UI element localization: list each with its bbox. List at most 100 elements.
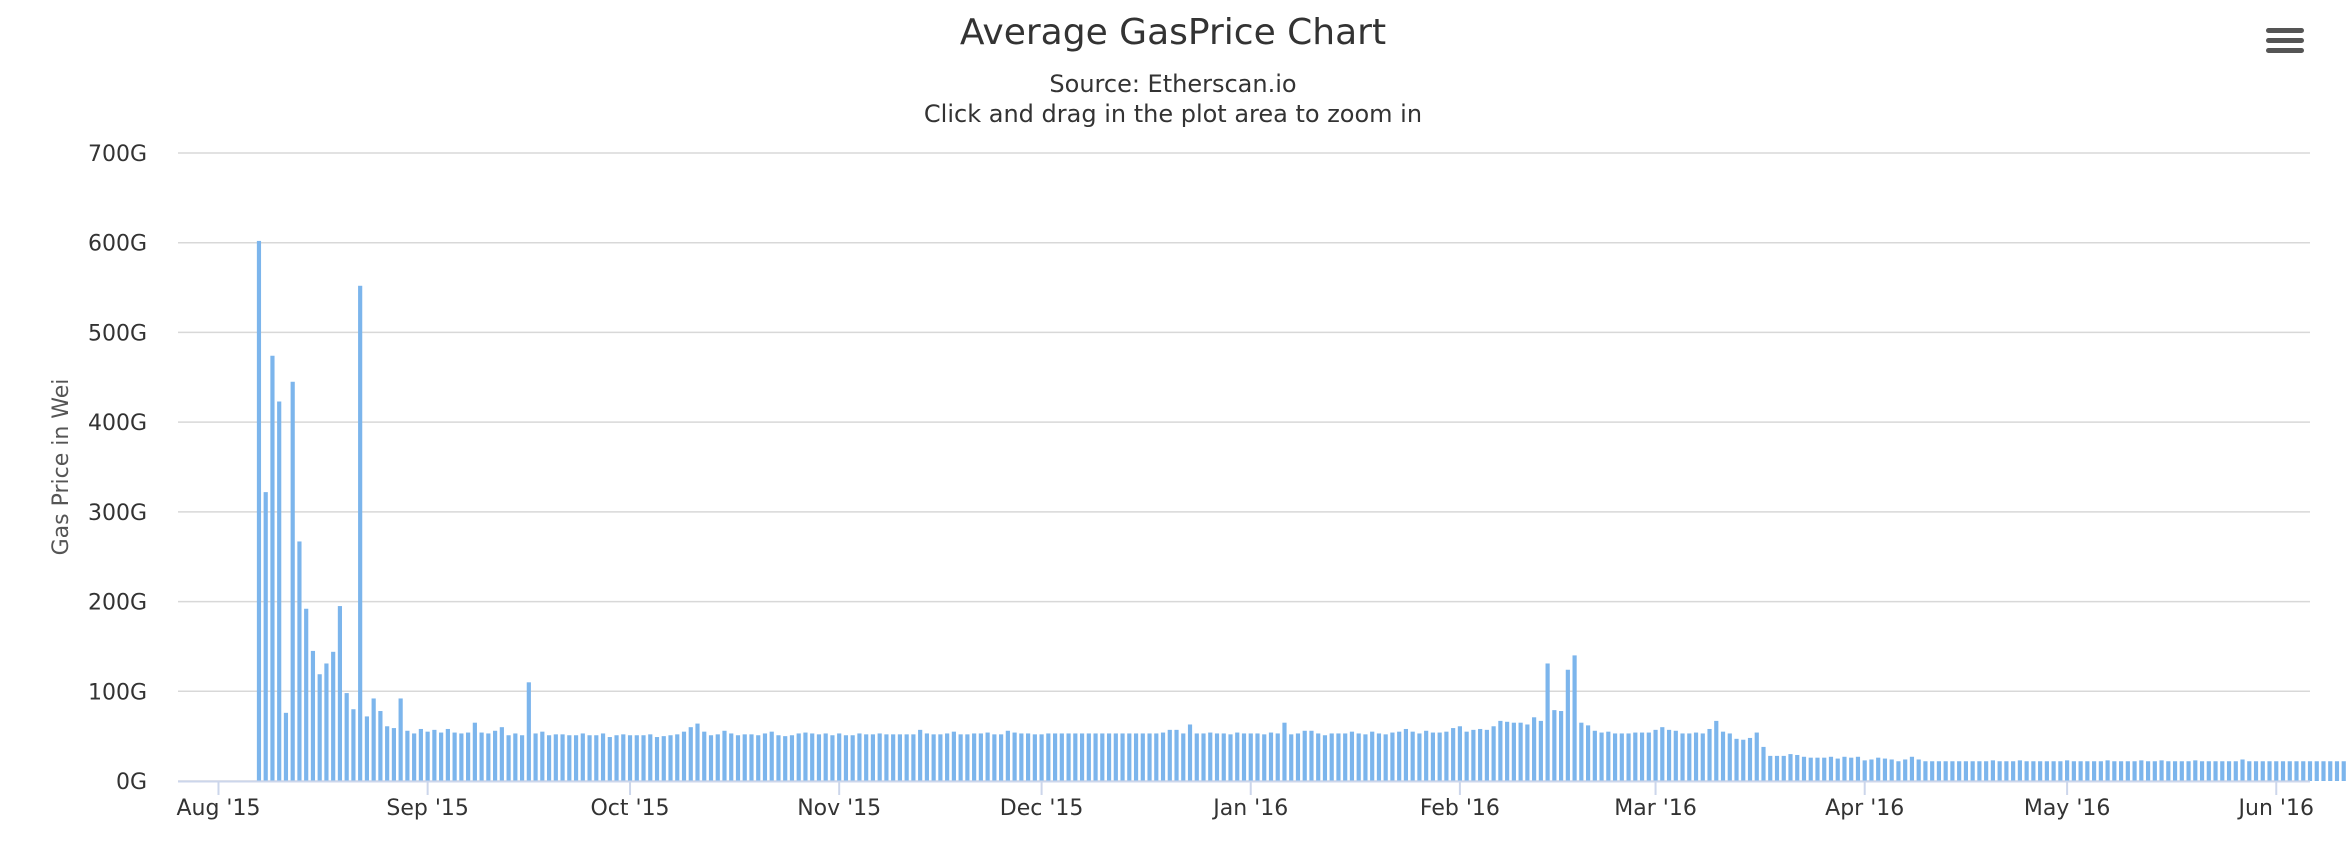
bar[interactable] — [1707, 728, 1712, 781]
bar[interactable] — [1471, 729, 1476, 781]
bar[interactable] — [1882, 758, 1888, 781]
bar[interactable] — [1478, 728, 1483, 781]
bar[interactable] — [1093, 733, 1098, 781]
bar[interactable] — [2098, 761, 2103, 781]
bar[interactable] — [918, 729, 923, 781]
bar[interactable] — [385, 726, 390, 781]
bar[interactable] — [337, 606, 343, 781]
bar[interactable] — [2301, 761, 2306, 781]
bar[interactable] — [884, 734, 889, 781]
bar[interactable] — [580, 733, 585, 781]
bar[interactable] — [877, 733, 882, 781]
bar[interactable] — [2199, 761, 2205, 781]
bar[interactable] — [391, 728, 396, 781]
bar[interactable] — [1167, 729, 1172, 781]
bar[interactable] — [1370, 731, 1375, 781]
bar[interactable] — [520, 735, 525, 781]
bar[interactable] — [715, 734, 720, 781]
bar[interactable] — [1997, 761, 2002, 781]
bar[interactable] — [1113, 733, 1118, 781]
bar[interactable] — [2247, 761, 2252, 781]
bar[interactable] — [1747, 737, 1753, 781]
bar[interactable] — [1559, 711, 1564, 781]
bar[interactable] — [1977, 761, 1982, 781]
bar[interactable] — [1842, 756, 1847, 781]
bar[interactable] — [1147, 733, 1152, 781]
bar[interactable] — [506, 735, 511, 781]
bar[interactable] — [1714, 720, 1719, 781]
bar[interactable] — [1073, 733, 1078, 781]
bar[interactable] — [1012, 732, 1017, 781]
bar[interactable] — [540, 731, 545, 781]
bar[interactable] — [1673, 730, 1678, 781]
bar[interactable] — [1208, 732, 1213, 781]
bar[interactable] — [493, 730, 498, 781]
bar[interactable] — [358, 285, 363, 781]
bar[interactable] — [1059, 733, 1064, 781]
bar[interactable] — [1687, 733, 1692, 781]
bar[interactable] — [621, 734, 626, 781]
bar[interactable] — [1525, 724, 1530, 781]
bar[interactable] — [999, 734, 1004, 781]
bar[interactable] — [317, 674, 322, 781]
bar[interactable] — [742, 734, 747, 781]
bar[interactable] — [2065, 760, 2070, 781]
bar[interactable] — [1302, 730, 1307, 781]
bar[interactable] — [965, 734, 970, 781]
bar[interactable] — [1862, 760, 1867, 781]
bar[interactable] — [2139, 760, 2144, 781]
bar[interactable] — [2226, 761, 2232, 781]
bar[interactable] — [1336, 733, 1341, 781]
bar[interactable] — [2058, 761, 2063, 781]
bar[interactable] — [641, 735, 646, 781]
bar[interactable] — [661, 736, 666, 781]
bar[interactable] — [1579, 722, 1584, 781]
bar[interactable] — [2240, 759, 2245, 781]
bar[interactable] — [1309, 730, 1314, 781]
bar[interactable] — [803, 732, 808, 781]
bar[interactable] — [2105, 760, 2110, 781]
bar[interactable] — [1639, 732, 1645, 781]
bar[interactable] — [452, 732, 457, 781]
bar[interactable] — [270, 355, 275, 781]
bar[interactable] — [1727, 733, 1732, 781]
bar[interactable] — [1774, 755, 1780, 781]
bar[interactable] — [263, 492, 268, 781]
bar[interactable] — [1491, 726, 1496, 781]
bar[interactable] — [1586, 725, 1591, 781]
bar[interactable] — [486, 733, 491, 781]
bar[interactable] — [1026, 733, 1031, 781]
bar[interactable] — [830, 735, 835, 781]
bar[interactable] — [1869, 759, 1874, 781]
bar[interactable] — [1363, 734, 1368, 781]
bar[interactable] — [1181, 733, 1186, 781]
bar[interactable] — [857, 733, 862, 781]
bar[interactable] — [2260, 761, 2265, 781]
bar[interactable] — [2280, 761, 2286, 781]
bar[interactable] — [2186, 761, 2191, 781]
bar[interactable] — [648, 734, 653, 781]
bar[interactable] — [729, 733, 734, 781]
bar[interactable] — [756, 735, 761, 781]
bar[interactable] — [1079, 733, 1085, 781]
bar[interactable] — [1781, 755, 1786, 781]
bar[interactable] — [1498, 720, 1503, 781]
bar[interactable] — [2287, 761, 2292, 781]
bar[interactable] — [1572, 655, 1577, 781]
bar[interactable] — [1248, 733, 1253, 781]
bar[interactable] — [1734, 738, 1739, 781]
bar[interactable] — [1909, 756, 1915, 781]
bar[interactable] — [951, 731, 956, 781]
bar[interactable] — [708, 735, 714, 781]
bar[interactable] — [2152, 761, 2157, 781]
bar[interactable] — [776, 735, 781, 781]
bar[interactable] — [904, 734, 909, 781]
bar[interactable] — [931, 734, 936, 781]
bar[interactable] — [297, 541, 302, 781]
bar[interactable] — [1963, 761, 1968, 781]
bar[interactable] — [1788, 754, 1793, 781]
bar[interactable] — [1066, 733, 1071, 781]
bar[interactable] — [634, 735, 639, 781]
bar[interactable] — [1100, 733, 1105, 781]
